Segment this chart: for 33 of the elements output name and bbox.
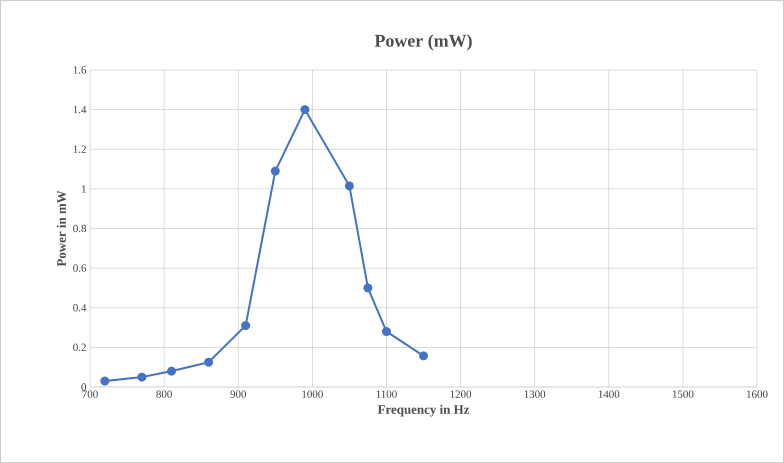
y-axis-title: Power in mW xyxy=(56,190,66,266)
x-tick-label: 1100 xyxy=(376,390,397,398)
y-tick-label: 1.6 xyxy=(74,66,86,74)
point xyxy=(344,181,354,190)
point xyxy=(167,366,176,376)
point xyxy=(241,321,250,330)
point xyxy=(270,166,280,176)
point xyxy=(137,372,146,382)
y-tick-label: 0.2 xyxy=(73,344,86,352)
x-tick-label: 900 xyxy=(230,390,246,398)
y-tick-label: 0 xyxy=(81,383,86,391)
y-tick-label: 1.2 xyxy=(74,146,86,153)
x-tick-label: 1500 xyxy=(672,390,694,398)
y-tick-label: 1.4 xyxy=(74,106,86,114)
x-tick-label: 800 xyxy=(156,390,172,398)
point xyxy=(100,376,110,386)
point xyxy=(204,358,214,367)
x-tick-label: 700 xyxy=(82,390,98,398)
x-axis-title: Frequency in Hz xyxy=(378,404,470,417)
chart-title: Power (mW) xyxy=(374,34,472,50)
x-tick-label: 1000 xyxy=(302,390,323,398)
y-tick-label: 1 xyxy=(82,185,86,192)
x-tick-label: 1600 xyxy=(747,390,768,398)
x-tick-label: 1300 xyxy=(524,390,546,398)
point xyxy=(300,105,310,114)
x-tick-label: 1200 xyxy=(450,390,472,398)
y-tick-label: 0.6 xyxy=(73,264,86,272)
point xyxy=(363,283,372,292)
x-tick-label: 1400 xyxy=(598,390,620,398)
point xyxy=(419,351,428,360)
y-tick-label: 0.4 xyxy=(73,304,86,312)
point xyxy=(382,327,391,336)
y-tick-label: 0.8 xyxy=(73,224,86,232)
